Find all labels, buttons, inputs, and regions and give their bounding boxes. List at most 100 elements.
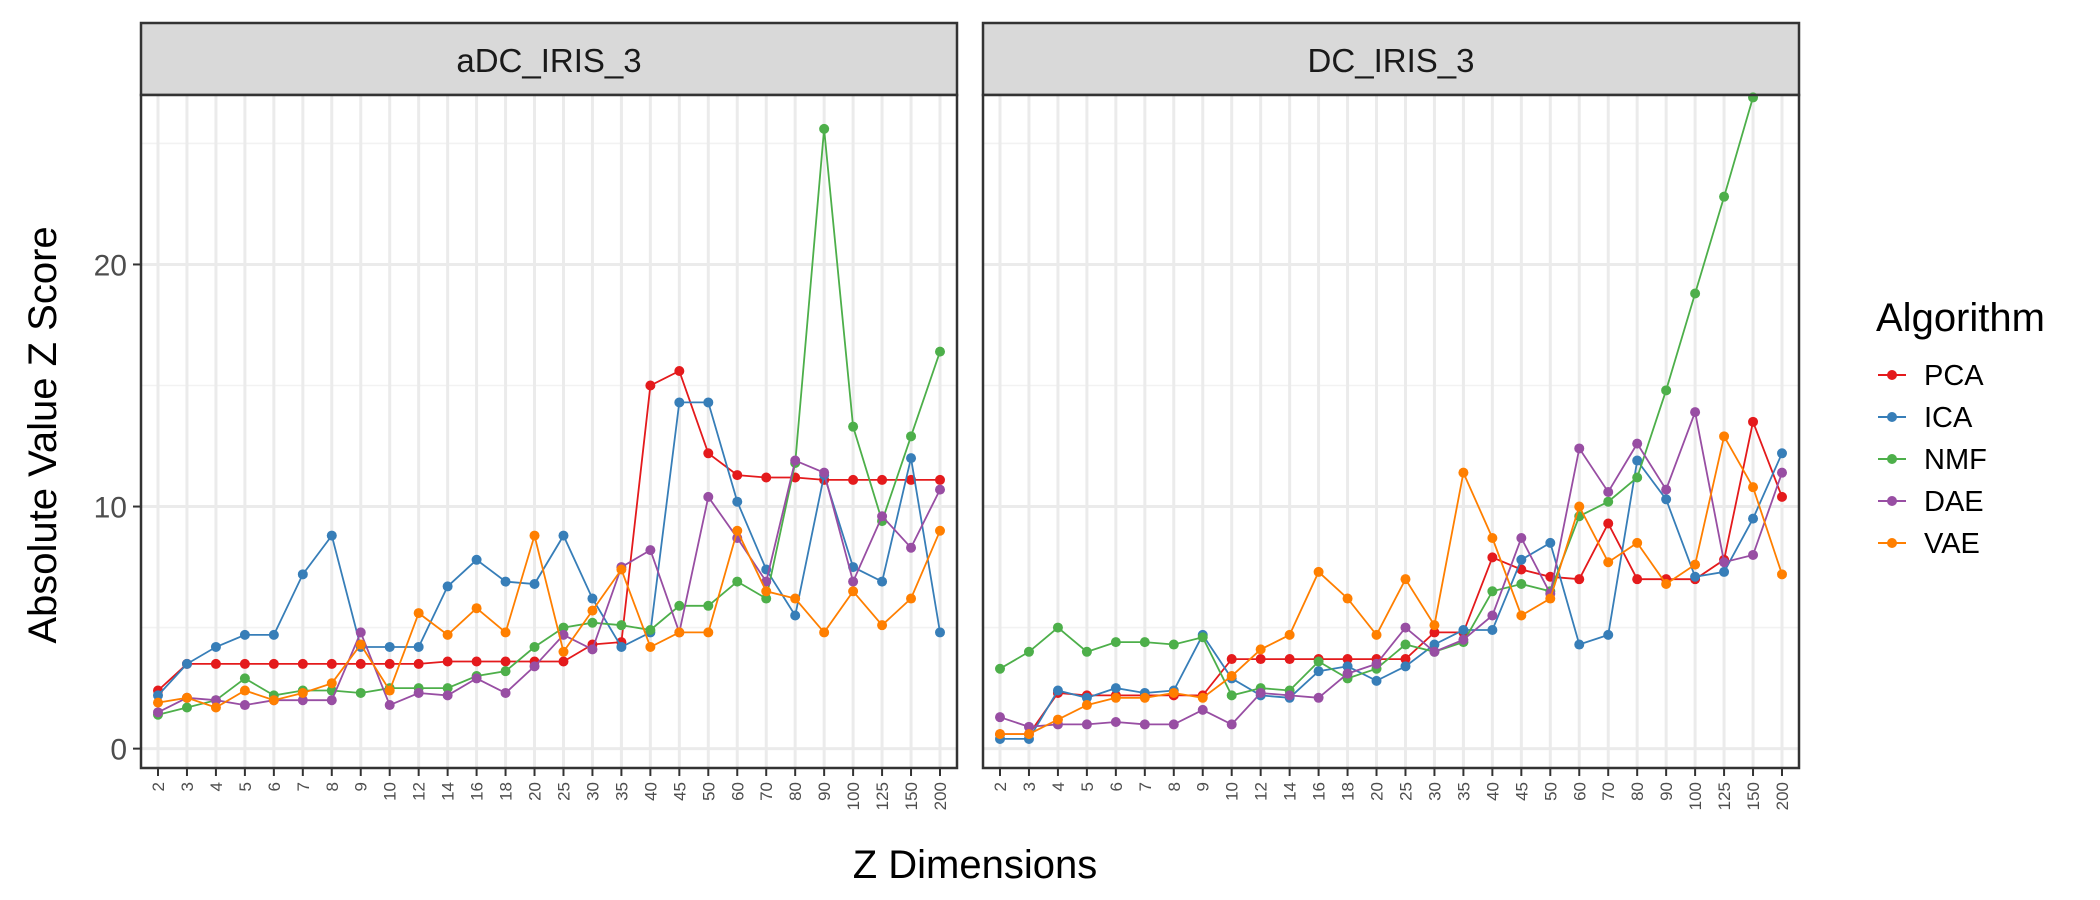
x-tick-label: 200 (1773, 782, 1792, 810)
x-tick-label: 40 (1483, 782, 1502, 801)
data-point-dae (529, 661, 540, 672)
data-point-dae (1690, 407, 1701, 418)
series-line-dae (157, 459, 941, 714)
data-point-dae (1168, 719, 1179, 730)
x-tick-label: 7 (1136, 782, 1155, 791)
data-point-dae (471, 673, 482, 684)
data-point-pca (1255, 654, 1266, 665)
data-point-nmf (1197, 632, 1208, 643)
data-point-ica (1081, 692, 1092, 703)
data-point-pca (239, 658, 250, 669)
series-line-ica (157, 401, 941, 697)
data-point-nmf (1661, 385, 1672, 396)
data-point-pca (1429, 627, 1440, 638)
data-point-pca (1632, 574, 1643, 585)
data-point-vae (558, 646, 569, 657)
series-dae (995, 407, 1787, 732)
x-tick-label: 14 (1281, 782, 1300, 801)
data-point-vae (1574, 501, 1585, 512)
x-tick-label: 9 (352, 782, 371, 791)
data-point-ica (1545, 537, 1556, 548)
data-point-vae (848, 586, 859, 597)
data-point-ica (935, 627, 945, 638)
legend-item-dae: DAE (1878, 486, 1984, 518)
data-point-dae (790, 455, 801, 466)
panel-title: aDC_IRIS_3 (456, 42, 641, 79)
data-point-vae (355, 639, 366, 650)
data-point-nmf (181, 702, 192, 713)
data-point-vae (819, 627, 830, 638)
data-point-nmf (645, 625, 656, 636)
data-point-dae (1284, 690, 1295, 701)
data-point-nmf (1690, 288, 1701, 299)
x-tick-label: 50 (1541, 782, 1560, 801)
x-tick-label: 45 (670, 782, 689, 801)
data-point-nmf (1516, 579, 1527, 590)
data-point-vae (1255, 644, 1266, 655)
plot-background (141, 95, 957, 768)
data-point-pca (877, 474, 888, 485)
data-point-dae (1574, 443, 1585, 454)
data-point-dae (995, 712, 1005, 723)
x-tick-label: 80 (786, 782, 805, 801)
data-point-nmf (906, 431, 917, 442)
data-point-vae (616, 564, 627, 575)
data-point-dae (1313, 692, 1324, 703)
data-point-dae (1342, 668, 1353, 679)
data-point-dae (1661, 484, 1672, 495)
data-point-pca (1400, 654, 1411, 665)
data-point-vae (877, 620, 888, 631)
data-point-dae (819, 467, 830, 478)
data-point-ica (877, 576, 888, 587)
data-point-vae (1661, 579, 1672, 590)
data-point-nmf (355, 687, 366, 698)
series-line-nmf (157, 128, 941, 716)
data-point-vae (1429, 620, 1440, 631)
legend-item-ica: ICA (1878, 402, 1973, 434)
data-point-vae (732, 525, 743, 536)
series-vae (995, 431, 1787, 740)
x-tick-label: 5 (236, 782, 255, 791)
data-point-ica (210, 641, 221, 652)
x-tick-label: 200 (931, 782, 950, 810)
data-point-vae (1690, 559, 1701, 570)
data-point-vae (1284, 629, 1295, 640)
x-tick-label: 12 (1252, 782, 1271, 801)
x-tick-label: 18 (1339, 782, 1358, 801)
data-point-vae (1719, 431, 1730, 442)
x-tick-label: 4 (207, 782, 226, 791)
x-axis-title: Z Dimensions (853, 843, 1098, 887)
data-point-pca (761, 472, 772, 483)
panel-strip (981, 21, 1801, 97)
data-point-nmf (1632, 472, 1643, 483)
data-point-pca (210, 658, 221, 669)
data-point-pca (326, 658, 337, 669)
y-axis-title: Absolute Value Z Score (21, 226, 65, 643)
data-point-ica (1371, 675, 1382, 686)
data-point-vae (674, 627, 685, 638)
data-point-vae (1545, 593, 1556, 604)
data-point-ica (1574, 639, 1585, 650)
data-point-vae (1632, 537, 1643, 548)
x-tick-label: 40 (641, 782, 660, 801)
plot-background (983, 95, 1799, 768)
data-point-dae (210, 695, 221, 706)
data-point-nmf (732, 576, 743, 587)
legend-item-nmf: NMF (1878, 444, 1987, 476)
series-line-pca (1000, 418, 1783, 735)
data-point-dae (1429, 646, 1440, 657)
data-point-vae (703, 627, 714, 638)
data-point-nmf (1168, 639, 1179, 650)
data-point-nmf (1052, 622, 1063, 633)
x-tick-label: 6 (1107, 782, 1126, 791)
series-line-pca (157, 369, 940, 692)
data-point-dae (1400, 622, 1411, 633)
data-point-ica (1458, 625, 1469, 636)
x-tick-label: 100 (844, 782, 863, 810)
data-point-vae (1777, 569, 1787, 580)
data-point-pca (1342, 654, 1353, 665)
x-tick-label: 6 (265, 782, 284, 791)
data-point-ica (558, 530, 569, 541)
x-tick-label: 16 (1310, 782, 1329, 801)
data-point-ica (326, 530, 337, 541)
